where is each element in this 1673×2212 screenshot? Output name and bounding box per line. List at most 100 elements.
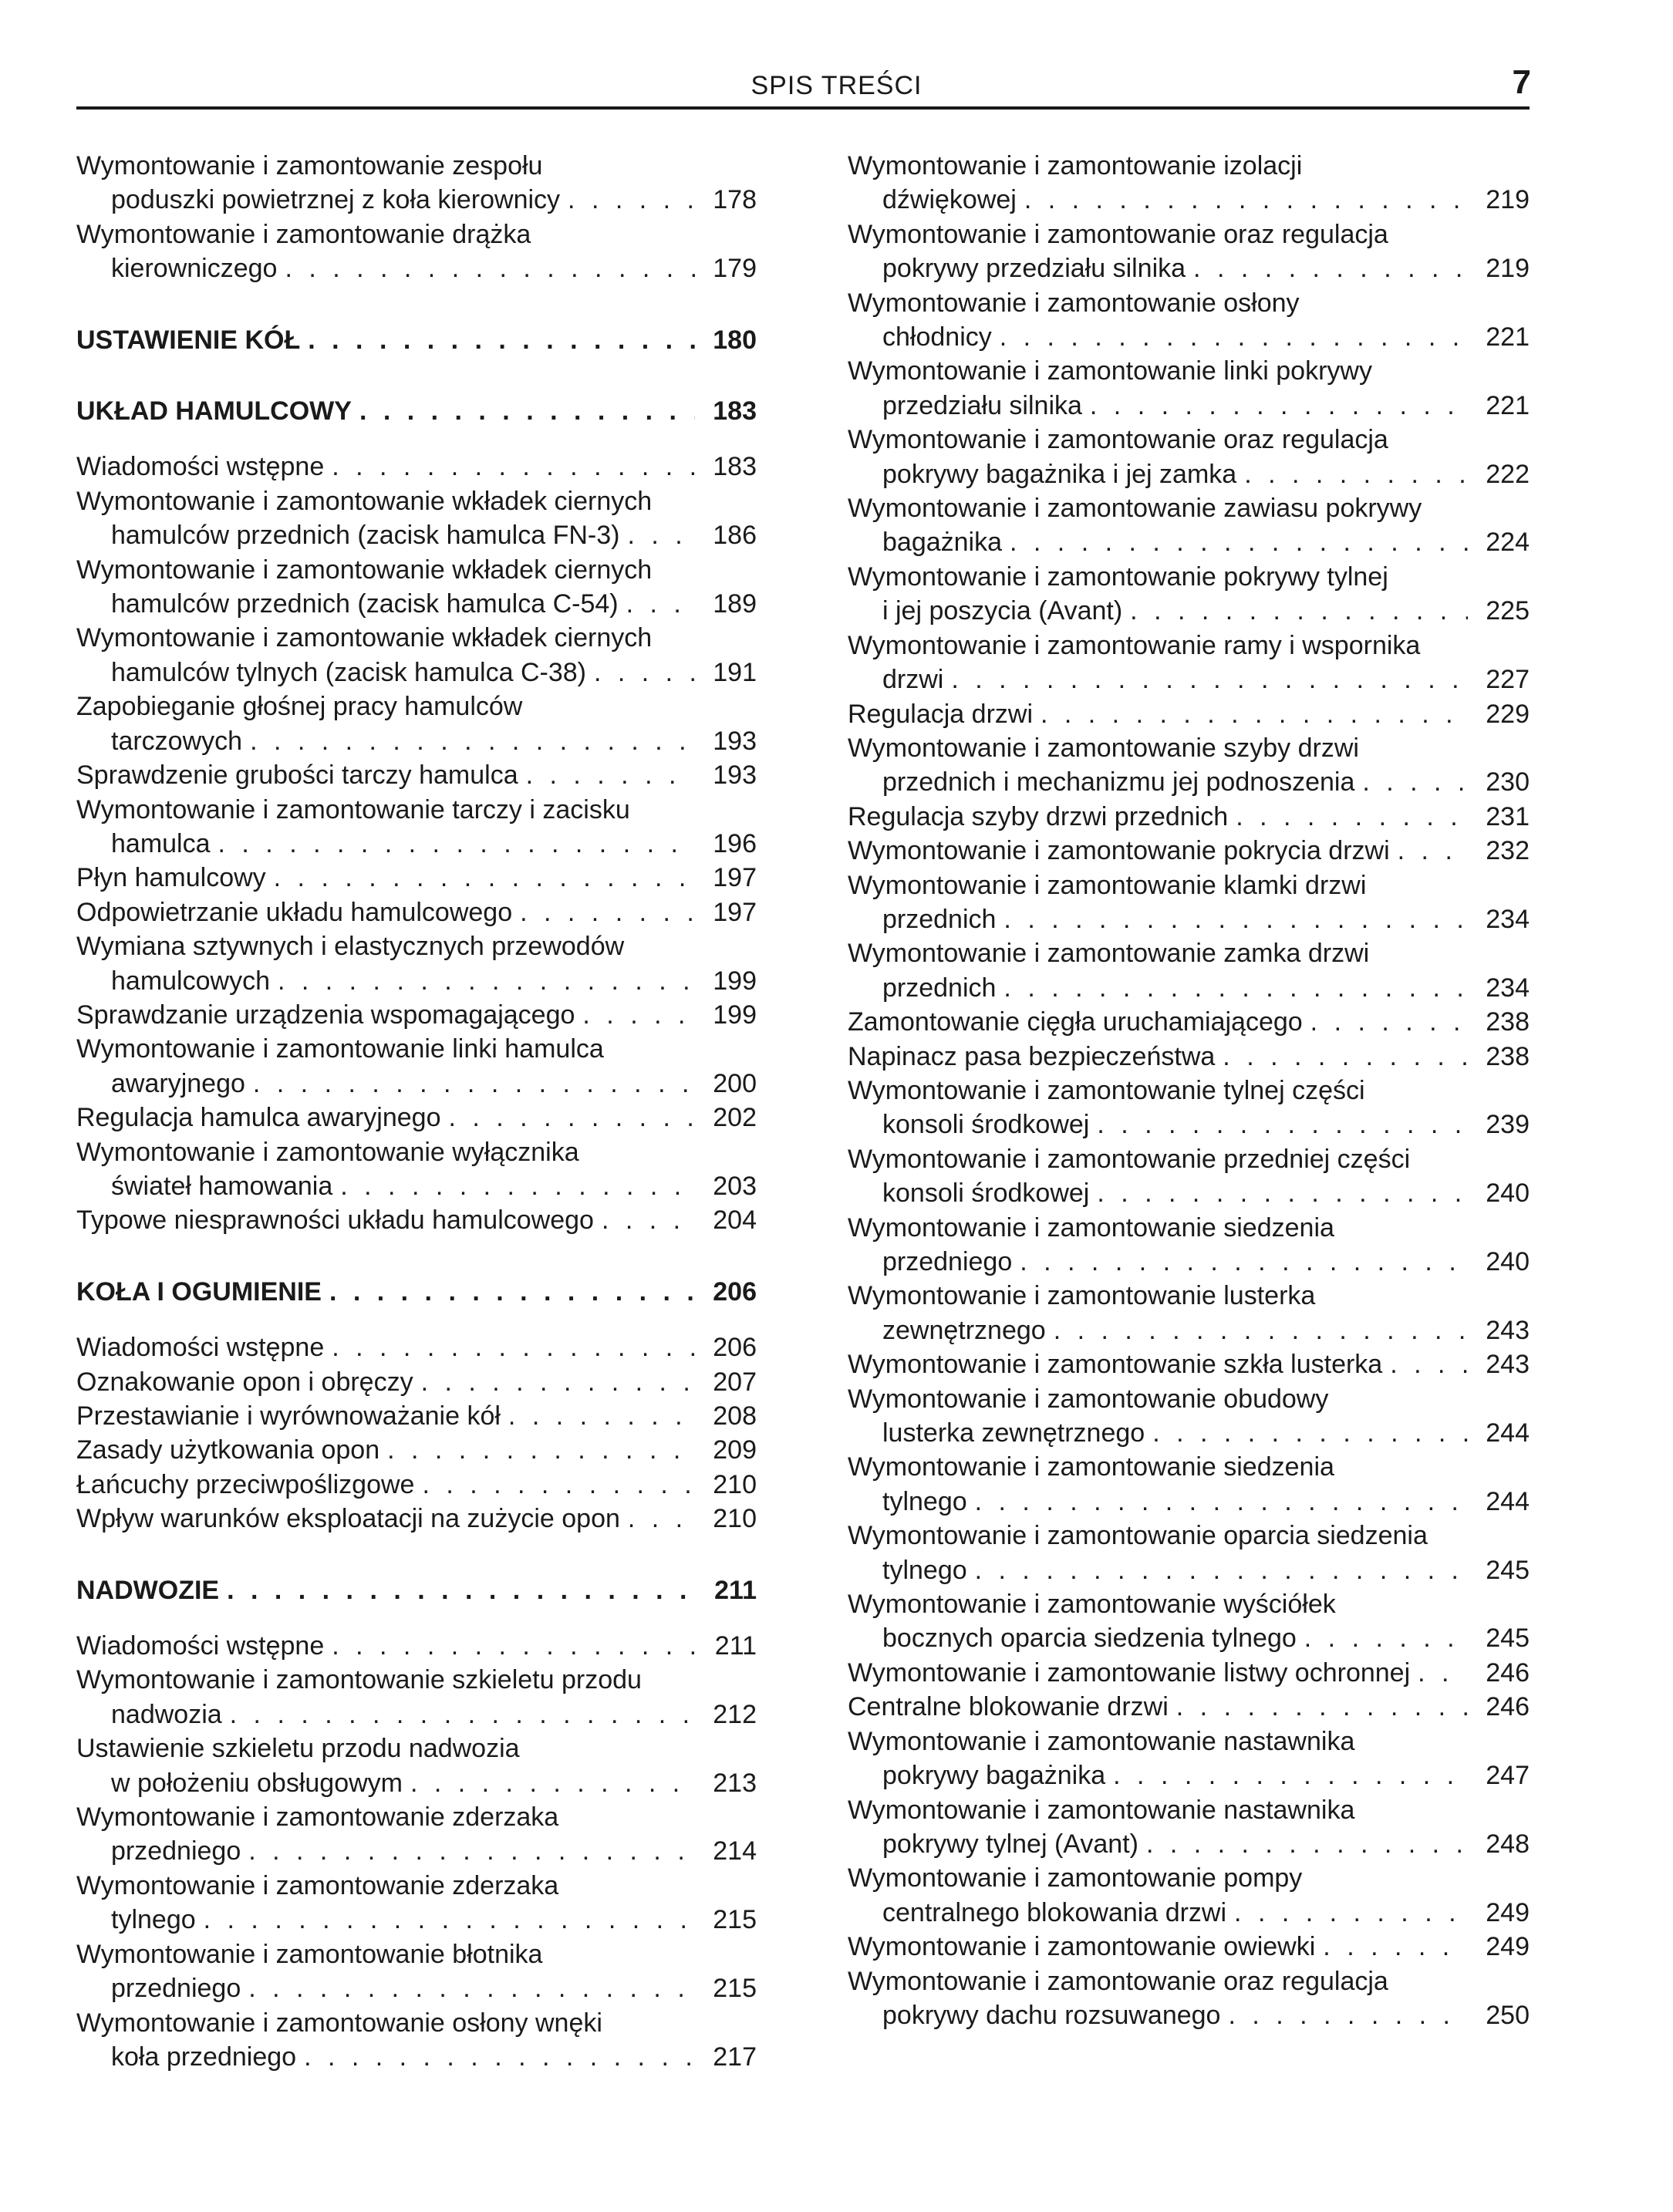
toc-page-number: 183	[713, 452, 757, 482]
toc-entry-text: Wiadomości wstępne	[76, 1631, 325, 1661]
dot-leader	[602, 1203, 695, 1237]
toc-page-number: 206	[713, 1333, 757, 1363]
toc-left-column: Wymontowanie i zamontowanie zespołu podus…	[76, 149, 757, 2074]
dot-leader	[594, 656, 695, 690]
toc-page-number: 215	[713, 1905, 757, 1935]
toc-entry-line: chłodnicy 221	[848, 320, 1530, 354]
toc-section-heading: NADWOZIE 211	[76, 1573, 757, 1607]
toc-page-number: 217	[713, 2042, 757, 2072]
toc-entry: Zamontowanie cięgła uruchamiającego 238	[848, 1005, 1530, 1039]
toc-entry-line: Wymontowanie i zamontowanie przedniej cz…	[848, 1144, 1411, 1174]
toc-page-number: 191	[713, 657, 757, 687]
toc-entry-text: zewnętrznego	[882, 1315, 1046, 1345]
toc-entry: Wymontowanie i zamontowanie linki pokryw…	[848, 354, 1530, 423]
toc-entry-text: pokrywy bagażnika i jej zamka	[882, 459, 1237, 489]
toc-entry-line: hamulców przednich (zacisk hamulca FN-3)…	[76, 518, 757, 552]
toc-entry-line: Wymontowanie i zamontowanie pokrywy tyln…	[848, 561, 1388, 592]
toc-entry-line: Sprawdzenie grubości tarczy hamulca 193	[76, 758, 757, 792]
toc-entry-text: Sprawdzanie urządzenia wspomagającego	[76, 1000, 575, 1030]
toc-entry-text: awaryjnego	[111, 1068, 245, 1098]
dot-leader	[1234, 1896, 1468, 1930]
toc-entry-line: hamulców tylnych (zacisk hamulca C-38) 19…	[76, 656, 757, 690]
toc-entry-line: Odpowietrzanie układu hamulcowego 197	[76, 895, 757, 929]
toc-entry-line: przednich 234	[848, 971, 1530, 1005]
dot-leader	[1041, 697, 1468, 731]
toc-entry-line: Regulacja drzwi 229	[848, 697, 1530, 731]
toc-page-number: 246	[1486, 1692, 1530, 1722]
toc-page-number: 224	[1486, 528, 1530, 558]
toc-entry: Centralne blokowanie drzwi 246	[848, 1690, 1530, 1724]
toc-entry-line: przedniego 214	[76, 1834, 757, 1868]
toc-page-number: 221	[1486, 322, 1530, 352]
toc-entry-line: Wiadomości wstępne 206	[76, 1330, 757, 1364]
toc-entry: Wymontowanie i zamontowanie przedniej cz…	[848, 1142, 1530, 1211]
toc-entry-line: Wymontowanie i zamontowanie oraz regulac…	[848, 219, 1388, 249]
toc-page-number: 234	[1486, 973, 1530, 1003]
toc-entry: Wymontowanie i zamontowanie nastawnika po…	[848, 1793, 1530, 1862]
toc-page-number: 197	[713, 897, 757, 927]
toc-page-number: 213	[713, 1768, 757, 1798]
toc-entry-line: Wymontowanie i zamontowanie ramy i wspor…	[848, 630, 1421, 660]
toc-page-number: 227	[1486, 665, 1530, 695]
toc-entry-line: Przestawianie i wyrównoważanie kół 208	[76, 1399, 757, 1433]
dot-leader	[308, 323, 695, 357]
toc-entry: Regulacja drzwi 229	[848, 697, 1530, 731]
toc-entry-text: w położeniu obsługowym	[111, 1768, 403, 1798]
toc-entry: Wymontowanie i zamontowanie listwy ochro…	[848, 1656, 1530, 1690]
toc-entry-text: KOŁA I OGUMIENIE	[76, 1276, 322, 1307]
toc-entry-line: Regulacja hamulca awaryjnego 202	[76, 1101, 757, 1135]
toc-page-number: 232	[1486, 836, 1530, 866]
toc-page-number: 200	[713, 1068, 757, 1098]
dot-leader	[1097, 1176, 1468, 1210]
toc-entry-text: Wymontowanie i zamontowanie pokrycia drz…	[848, 836, 1390, 866]
toc-page-number: 178	[713, 185, 757, 215]
toc-entry-line: Ustawienie szkieletu przodu nadwozia	[76, 1734, 520, 1764]
toc-entry-text: poduszki powietrznej z koła kierownicy	[111, 185, 561, 215]
toc-entry-line: przedniego 215	[76, 1971, 757, 2005]
toc-entry-line: Regulacja szyby drzwi przednich 231	[848, 800, 1530, 834]
dot-leader	[1024, 183, 1468, 217]
toc-entry-text: tylnego	[882, 1486, 967, 1516]
dot-leader	[628, 1502, 695, 1536]
toc-entry-line: Wymontowanie i zamontowanie zderzaka	[76, 1802, 559, 1833]
dot-leader	[278, 964, 695, 998]
toc-entry: Wymontowanie i zamontowanie owiewki 249	[848, 1930, 1530, 1964]
dot-leader	[230, 1698, 695, 1731]
toc-entry: Wymontowanie i zamontowanie zderzaka tyln…	[76, 1869, 757, 1937]
toc-page-number: 249	[1486, 1897, 1530, 1927]
toc-entry-line: Wymontowanie i zamontowanie tylnej częśc…	[848, 1075, 1365, 1105]
toc-entry-line: pokrywy bagażnika i jej zamka 222	[848, 457, 1530, 491]
toc-page-number: 208	[713, 1401, 757, 1431]
toc-entry: Regulacja hamulca awaryjnego 202	[76, 1101, 757, 1135]
toc-entry-line: awaryjnego 200	[76, 1067, 757, 1101]
toc-entry-line: pokrywy bagażnika 247	[848, 1758, 1530, 1792]
dot-leader	[526, 758, 695, 792]
toc-page-number: 206	[713, 1276, 757, 1307]
toc-page-number: 183	[713, 396, 757, 427]
toc-entry: Wymontowanie i zamontowanie pompy central…	[848, 1861, 1530, 1930]
toc-entry: Wymontowanie i zamontowanie oraz regulac…	[848, 423, 1530, 491]
toc-entry-line: świateł hamowania 203	[76, 1169, 757, 1203]
dot-leader	[250, 724, 695, 758]
dot-leader	[1362, 765, 1468, 799]
toc-entry-line: Wpływ warunków eksploatacji na zużycie o…	[76, 1502, 757, 1536]
toc-entry-line: Wymontowanie i zamontowanie owiewki 249	[848, 1930, 1530, 1964]
dot-leader	[568, 183, 695, 217]
toc-page-number: 234	[1486, 904, 1530, 934]
toc-page-number: 246	[1486, 1657, 1530, 1688]
toc-entry-line: Płyn hamulcowy 197	[76, 861, 757, 895]
toc-entry-text: Regulacja szyby drzwi przednich	[848, 801, 1229, 831]
toc-entry-line: Oznakowanie opon i obręczy 207	[76, 1365, 757, 1399]
toc-entry-text: pokrywy dachu rozsuwanego	[882, 2000, 1221, 2030]
toc-page-number: 248	[1486, 1829, 1530, 1859]
toc-entry-text: Wymontowanie i zamontowanie szkła luster…	[848, 1350, 1383, 1380]
toc-entry: Wymontowanie i zamontowanie lusterka zewn…	[848, 1279, 1530, 1347]
dot-leader	[332, 450, 695, 484]
toc-page-number: 215	[713, 1974, 757, 2004]
page-number: 7	[1512, 63, 1531, 101]
toc-entry-line: Wymontowanie i zamontowanie zawiasu pokr…	[848, 494, 1422, 524]
toc-page-number: 231	[1486, 801, 1530, 831]
toc-entry-line: Wymontowanie i zamontowanie szkła luster…	[848, 1347, 1530, 1381]
toc-entry-line: przednich i mechanizmu jej podnoszenia 23…	[848, 765, 1530, 799]
toc-page-number: 225	[1486, 596, 1530, 626]
